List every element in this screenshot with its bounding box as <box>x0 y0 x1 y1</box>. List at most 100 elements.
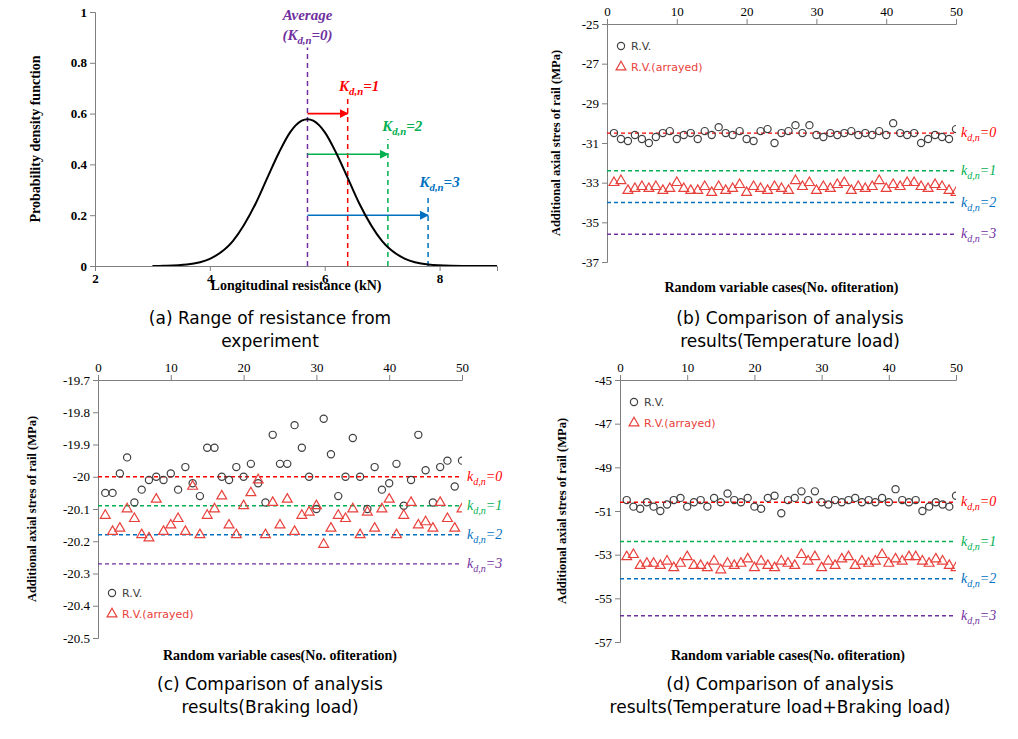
reference-label: kd,n=1 <box>961 163 996 181</box>
data-point <box>218 473 225 480</box>
x-tick: 30 <box>816 360 829 380</box>
x-tick-mark <box>687 375 688 380</box>
data-point <box>855 131 862 138</box>
text-part: =2 <box>406 118 423 134</box>
data-point <box>810 551 820 560</box>
series-points <box>100 474 462 547</box>
data-point <box>839 177 849 186</box>
subscript: d,n <box>967 541 980 552</box>
legend-entry: R.V.(arrayed) <box>616 61 702 74</box>
data-point <box>874 175 884 184</box>
reference-label: kd,n=2 <box>961 571 996 589</box>
legend-marker <box>616 61 626 70</box>
y-tick-label: -49 <box>595 460 612 475</box>
x-axis-line <box>621 375 957 381</box>
x-tick-label: 8 <box>437 271 444 286</box>
y-tick-mark <box>93 380 98 381</box>
series-points <box>622 549 956 573</box>
y-tick-mark <box>615 511 620 512</box>
y-tick: 0.8 <box>71 55 95 70</box>
reference-hline <box>607 170 956 171</box>
legend: R.V.R.V.(arrayed) <box>107 587 193 621</box>
x-tick: 0 <box>604 4 611 24</box>
series-points <box>102 415 462 512</box>
data-point <box>756 556 766 565</box>
y-tick-mark <box>93 541 98 542</box>
x-tick: 8 <box>437 266 444 286</box>
data-point <box>804 177 814 186</box>
caption: results(Temperature load+Braking load) <box>610 697 951 717</box>
data-point <box>341 513 351 522</box>
data-point <box>904 551 914 560</box>
y-tick-label: -20.3 <box>63 566 90 581</box>
data-point <box>298 444 305 451</box>
x-axis: 01020304050 <box>95 360 469 381</box>
data-point <box>945 135 952 142</box>
data-point <box>370 523 380 532</box>
text-part: =1 <box>980 163 996 178</box>
data-point <box>845 496 852 503</box>
data-point <box>326 523 336 532</box>
caption: experiment <box>221 331 319 351</box>
data-point <box>377 503 387 512</box>
y-tick-label: -33 <box>582 175 599 190</box>
data-point <box>291 422 298 429</box>
y-tick-mark <box>602 103 607 104</box>
legend-label: R.V. <box>644 396 664 409</box>
caption: (c) Comparison of analysis <box>157 674 383 694</box>
data-point <box>422 467 429 474</box>
y-tick-mark <box>602 183 607 184</box>
y-axis: -57-55-53-51-49-47-45 <box>595 373 621 650</box>
data-point <box>663 501 670 508</box>
data-point <box>758 505 765 512</box>
x-axis-title: Random variable cases(No. ofiteration) <box>664 280 898 296</box>
subscript: d,n <box>297 34 311 46</box>
data-point <box>392 529 402 538</box>
data-point <box>444 457 451 464</box>
y-tick-mark <box>90 12 95 13</box>
y-axis-title: Probability density function <box>28 55 43 222</box>
data-point <box>778 129 785 136</box>
data-point <box>818 499 825 506</box>
x-tick: 40 <box>383 360 396 380</box>
data-point <box>885 499 892 506</box>
data-point <box>790 560 800 569</box>
x-tick-label: 10 <box>165 360 178 375</box>
plot-area <box>98 415 462 564</box>
data-point <box>306 473 313 480</box>
data-point <box>702 562 712 571</box>
subscript: d,n <box>392 125 406 137</box>
y-tick-label: -19.7 <box>63 373 91 388</box>
legend-entry: R.V. <box>630 396 664 409</box>
data-point <box>167 470 174 477</box>
y-tick-mark <box>615 598 620 599</box>
data-point <box>931 131 938 138</box>
data-point <box>224 519 234 528</box>
data-point <box>457 503 462 512</box>
x-tick-mark <box>316 375 317 380</box>
reference-label: kd,n=3 <box>961 608 996 626</box>
legend: R.V.R.V.(arrayed) <box>629 396 715 430</box>
data-point <box>749 562 759 571</box>
data-point <box>924 135 931 142</box>
x-tick-mark <box>816 19 817 24</box>
reference-hline <box>98 563 462 564</box>
reference-hline <box>607 234 956 235</box>
text-part: =2 <box>980 195 996 210</box>
data-point <box>838 499 845 506</box>
legend-label: R.V.(arrayed) <box>122 608 194 621</box>
x-tick: 2 <box>92 266 99 286</box>
data-point <box>946 503 953 510</box>
text-part: =0) <box>312 27 333 44</box>
annotation: Average <box>282 7 333 23</box>
data-point <box>335 493 342 500</box>
y-tick-mark <box>93 412 98 413</box>
reference-hline <box>98 534 462 535</box>
data-point <box>939 501 946 508</box>
x-tick: 50 <box>456 360 469 380</box>
reference-vline <box>427 195 429 266</box>
caption: (d) Comparison of analysis <box>666 674 893 694</box>
data-point <box>284 460 291 467</box>
y-tick-label: -25 <box>582 17 599 32</box>
text-part: Average <box>282 7 333 23</box>
